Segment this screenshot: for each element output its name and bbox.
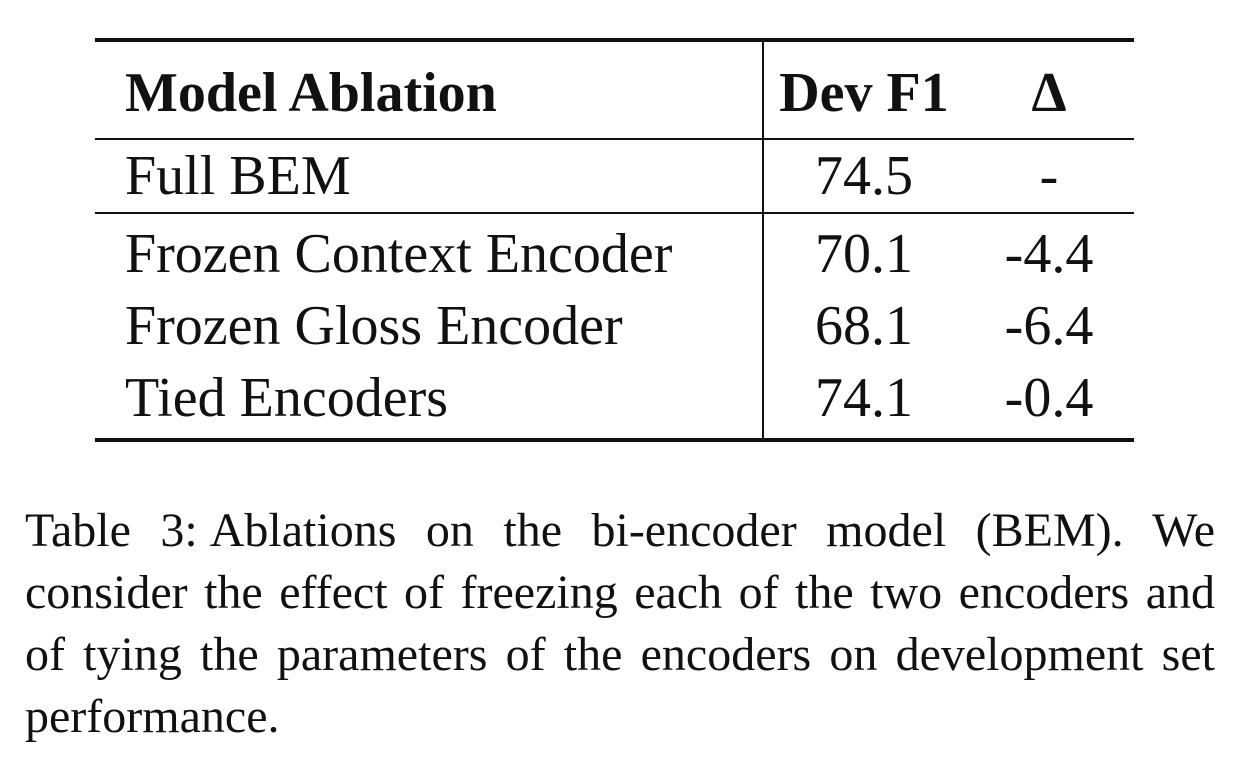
table-row: Full BEM 74.5 - <box>95 139 1134 213</box>
table-row: Frozen Gloss Encoder 68.1 -6.4 <box>95 290 1134 362</box>
row-model: Frozen Gloss Encoder <box>95 290 764 362</box>
row-dev-f1: 70.1 <box>815 223 913 285</box>
header-delta: Δ <box>1031 62 1067 124</box>
row-delta: -4.4 <box>1004 223 1094 285</box>
row-delta: -6.4 <box>1004 295 1094 357</box>
table-caption: Table 3: Ablations on the bi-encoder mode… <box>25 500 1215 748</box>
row-dev-f1: 74.1 <box>815 367 913 429</box>
caption-text: Ablations on the bi-encoder model (BEM).… <box>25 504 1216 743</box>
row-dev-f1: 68.1 <box>815 295 913 357</box>
table-row: Frozen Context Encoder 70.1 -4.4 <box>95 213 1134 290</box>
caption-label: Table 3: <box>25 504 198 557</box>
row-model: Frozen Context Encoder <box>95 213 764 290</box>
row-model: Tied Encoders <box>95 362 764 440</box>
row-dev-f1: 74.5 <box>815 145 913 207</box>
ablation-table: Model Ablation Dev F1 Δ Full BEM 74.5 - … <box>95 38 1134 442</box>
header-dev-f1: Dev F1 <box>779 62 949 124</box>
table-row: Tied Encoders 74.1 -0.4 <box>95 362 1134 440</box>
row-model: Full BEM <box>95 139 764 213</box>
header-model-ablation: Model Ablation <box>95 40 764 139</box>
row-delta: -0.4 <box>1004 367 1094 429</box>
row-delta: - <box>1039 145 1059 207</box>
ablation-table-container: Model Ablation Dev F1 Δ Full BEM 74.5 - … <box>95 38 1134 442</box>
table-header-row: Model Ablation Dev F1 Δ <box>95 40 1134 139</box>
